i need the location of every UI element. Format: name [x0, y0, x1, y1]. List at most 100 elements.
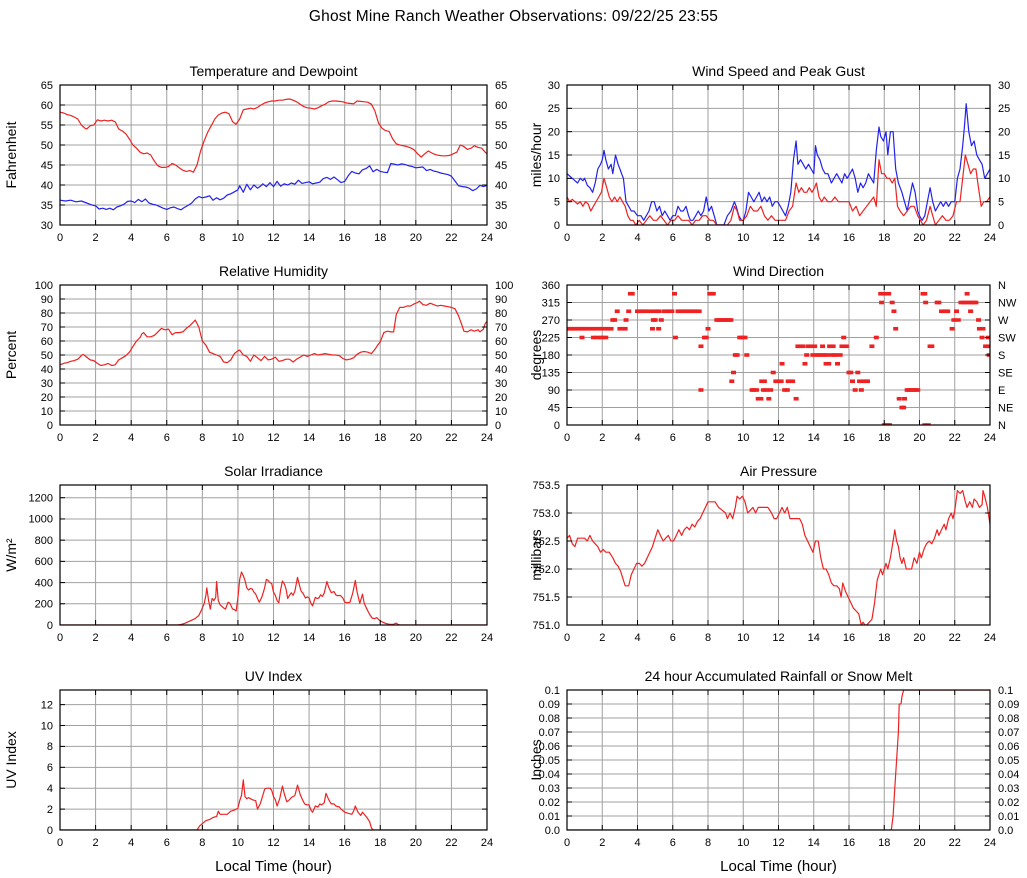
x-tick-label: 8 [199, 837, 205, 849]
x-axis-label: Local Time (hour) [215, 858, 332, 875]
x-tick-label: 0 [564, 837, 570, 849]
x-tick-label: 16 [339, 837, 351, 849]
y-tick-label: 65 [41, 80, 53, 92]
x-tick-label: 10 [232, 432, 244, 444]
y-axis-label: W/m² [3, 538, 19, 572]
y-axis-label: Inches [528, 739, 544, 780]
y-tick-label: 25 [548, 103, 560, 115]
y-tick-label: 0.08 [539, 713, 560, 725]
y-tick-label-right: N [998, 280, 1006, 292]
y-tick-label: 0.01 [539, 811, 560, 823]
y-tick-label: 751.0 [532, 620, 560, 632]
page-title: Ghost Mine Ranch Weather Observations: 0… [308, 8, 719, 25]
x-tick-label: 20 [410, 837, 422, 849]
y-tick-label-right: 50 [495, 140, 507, 152]
x-tick-label: 2 [93, 632, 99, 644]
x-tick-label: 18 [374, 232, 386, 244]
x-tick-label: 6 [164, 632, 170, 644]
y-tick-label: 30 [41, 378, 53, 390]
x-tick-label: 10 [232, 232, 244, 244]
x-tick-label: 20 [913, 432, 925, 444]
x-tick-label: 8 [705, 632, 711, 644]
x-tick-label: 12 [267, 837, 279, 849]
y-tick-label: 400 [35, 577, 53, 589]
y-axis-label: Percent [3, 331, 19, 379]
y-axis-label: millibars [528, 529, 544, 580]
x-tick-label: 0 [57, 432, 63, 444]
y-tick-label: 40 [41, 180, 53, 192]
x-tick-label: 18 [878, 432, 890, 444]
x-tick-label: 24 [984, 632, 996, 644]
x-tick-label: 24 [984, 232, 996, 244]
y-tick-label-right: 50 [495, 350, 507, 362]
grid [60, 85, 487, 225]
y-tick-label: 45 [41, 160, 53, 172]
y-tick-label: 4 [47, 783, 53, 795]
y-tick-label: 30 [41, 220, 53, 232]
grid [567, 690, 990, 830]
x-tick-label: 10 [232, 837, 244, 849]
x-tick-label: 14 [808, 837, 820, 849]
y-tick-label-right: 20 [998, 126, 1010, 138]
y-tick-label-right: SE [998, 367, 1013, 379]
x-tick-label: 2 [93, 232, 99, 244]
y-tick-label: 0 [47, 825, 53, 837]
y-tick-label-right: 0 [998, 220, 1004, 232]
y-tick-label: 0.05 [539, 755, 560, 767]
x-tick-label: 10 [232, 632, 244, 644]
y-tick-label-right: 25 [998, 103, 1010, 115]
y-tick-label-right: 0.04 [998, 769, 1019, 781]
x-tick-label: 16 [339, 432, 351, 444]
series-dewpoint [59, 162, 488, 211]
x-tick-label: 20 [913, 232, 925, 244]
y-tick-label-right: 80 [495, 308, 507, 320]
x-tick-label: 14 [303, 432, 315, 444]
axes [59, 284, 488, 426]
x-tick-label: 22 [445, 432, 457, 444]
x-tick-label: 20 [410, 432, 422, 444]
x-tick-label: 10 [737, 432, 749, 444]
y-tick-label-right: 10 [495, 406, 507, 418]
x-tick-label: 18 [374, 837, 386, 849]
x-tick-label: 24 [984, 432, 996, 444]
x-tick-label: 22 [949, 837, 961, 849]
x-tick-label: 14 [808, 632, 820, 644]
x-tick-label: 14 [303, 837, 315, 849]
x-tick-label: 6 [164, 432, 170, 444]
y-tick-label-right: 0.05 [998, 755, 1019, 767]
x-tick-label: 12 [772, 432, 784, 444]
chart-title: 24 hour Accumulated Rainfall or Snow Mel… [645, 668, 913, 684]
x-tick-label: 16 [339, 632, 351, 644]
x-tick-label: 2 [93, 837, 99, 849]
y-tick-label: 1000 [29, 514, 53, 526]
axes [566, 689, 991, 831]
y-tick-label-right: 40 [495, 364, 507, 376]
x-tick-label: 4 [128, 632, 134, 644]
y-tick-label: 0.06 [539, 741, 560, 753]
grid [60, 285, 487, 425]
axes [566, 284, 991, 426]
x-tick-label: 22 [949, 432, 961, 444]
chart-title: Relative Humidity [219, 263, 328, 279]
x-tick-label: 6 [670, 837, 676, 849]
x-tick-label: 0 [564, 432, 570, 444]
y-tick-label-right: 0.08 [998, 713, 1019, 725]
x-tick-label: 16 [843, 432, 855, 444]
y-tick-label: 60 [41, 100, 53, 112]
y-tick-label-right: 45 [495, 160, 507, 172]
y-tick-label: 60 [41, 336, 53, 348]
x-tick-label: 20 [410, 632, 422, 644]
y-tick-label-right: N [998, 420, 1006, 432]
y-tick-label-right: NE [998, 402, 1013, 414]
y-tick-label: 12 [41, 699, 53, 711]
y-tick-label: 800 [35, 535, 53, 547]
series-humidity [59, 300, 488, 367]
x-tick-label: 14 [303, 232, 315, 244]
x-tick-label: 22 [949, 632, 961, 644]
x-tick-label: 6 [670, 232, 676, 244]
x-tick-label: 24 [481, 432, 493, 444]
x-tick-label: 24 [481, 232, 493, 244]
